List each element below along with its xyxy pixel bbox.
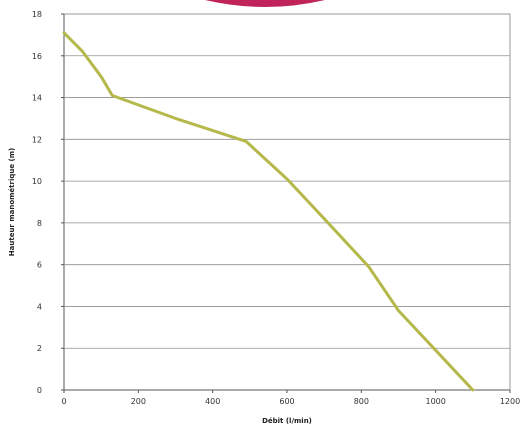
x-tick-label: 1000 — [425, 397, 445, 406]
data-point — [63, 32, 65, 34]
x-tick-label: 800 — [354, 397, 369, 406]
data-point — [435, 349, 437, 351]
data-point — [286, 178, 288, 180]
data-point — [174, 117, 177, 120]
data-point — [100, 76, 102, 78]
y-tick-label: 10 — [32, 177, 42, 186]
x-tick-label: 400 — [205, 397, 220, 406]
x-axis-ticks: 0 200 400 600 800 1000 1200 — [61, 390, 520, 406]
data-point — [323, 218, 325, 220]
y-tick-label: 6 — [37, 261, 42, 270]
y-tick-label: 16 — [32, 52, 42, 61]
y-tick-label: 14 — [32, 94, 42, 103]
y-axis-ticks: 0 2 4 6 8 10 12 14 16 18 — [32, 10, 64, 395]
y-tick-label: 12 — [32, 135, 42, 144]
y-tick-label: 18 — [32, 10, 42, 19]
x-tick-label: 600 — [279, 397, 294, 406]
x-tick-label: 200 — [131, 397, 146, 406]
y-axis-label: Hauteur manométrique (m) — [8, 148, 16, 256]
data-point — [81, 51, 84, 53]
series-line — [62, 31, 475, 392]
x-tick-label: 0 — [61, 397, 66, 406]
plot-area — [63, 13, 511, 391]
data-point — [111, 94, 113, 97]
y-tick-label: 2 — [37, 344, 42, 353]
y-tick-label: 8 — [37, 219, 42, 228]
data-series — [62, 31, 475, 392]
plot-frame — [63, 13, 511, 391]
y-tick-label: 0 — [37, 386, 42, 395]
x-tick-label: 1200 — [500, 397, 520, 406]
data-point — [245, 140, 247, 143]
data-point — [397, 310, 400, 312]
x-axis-label: Débit (l/min) — [262, 417, 312, 425]
y-tick-label: 4 — [37, 302, 42, 311]
data-point — [472, 389, 474, 391]
data-point — [368, 266, 370, 268]
top-arc-decoration — [205, 0, 325, 7]
